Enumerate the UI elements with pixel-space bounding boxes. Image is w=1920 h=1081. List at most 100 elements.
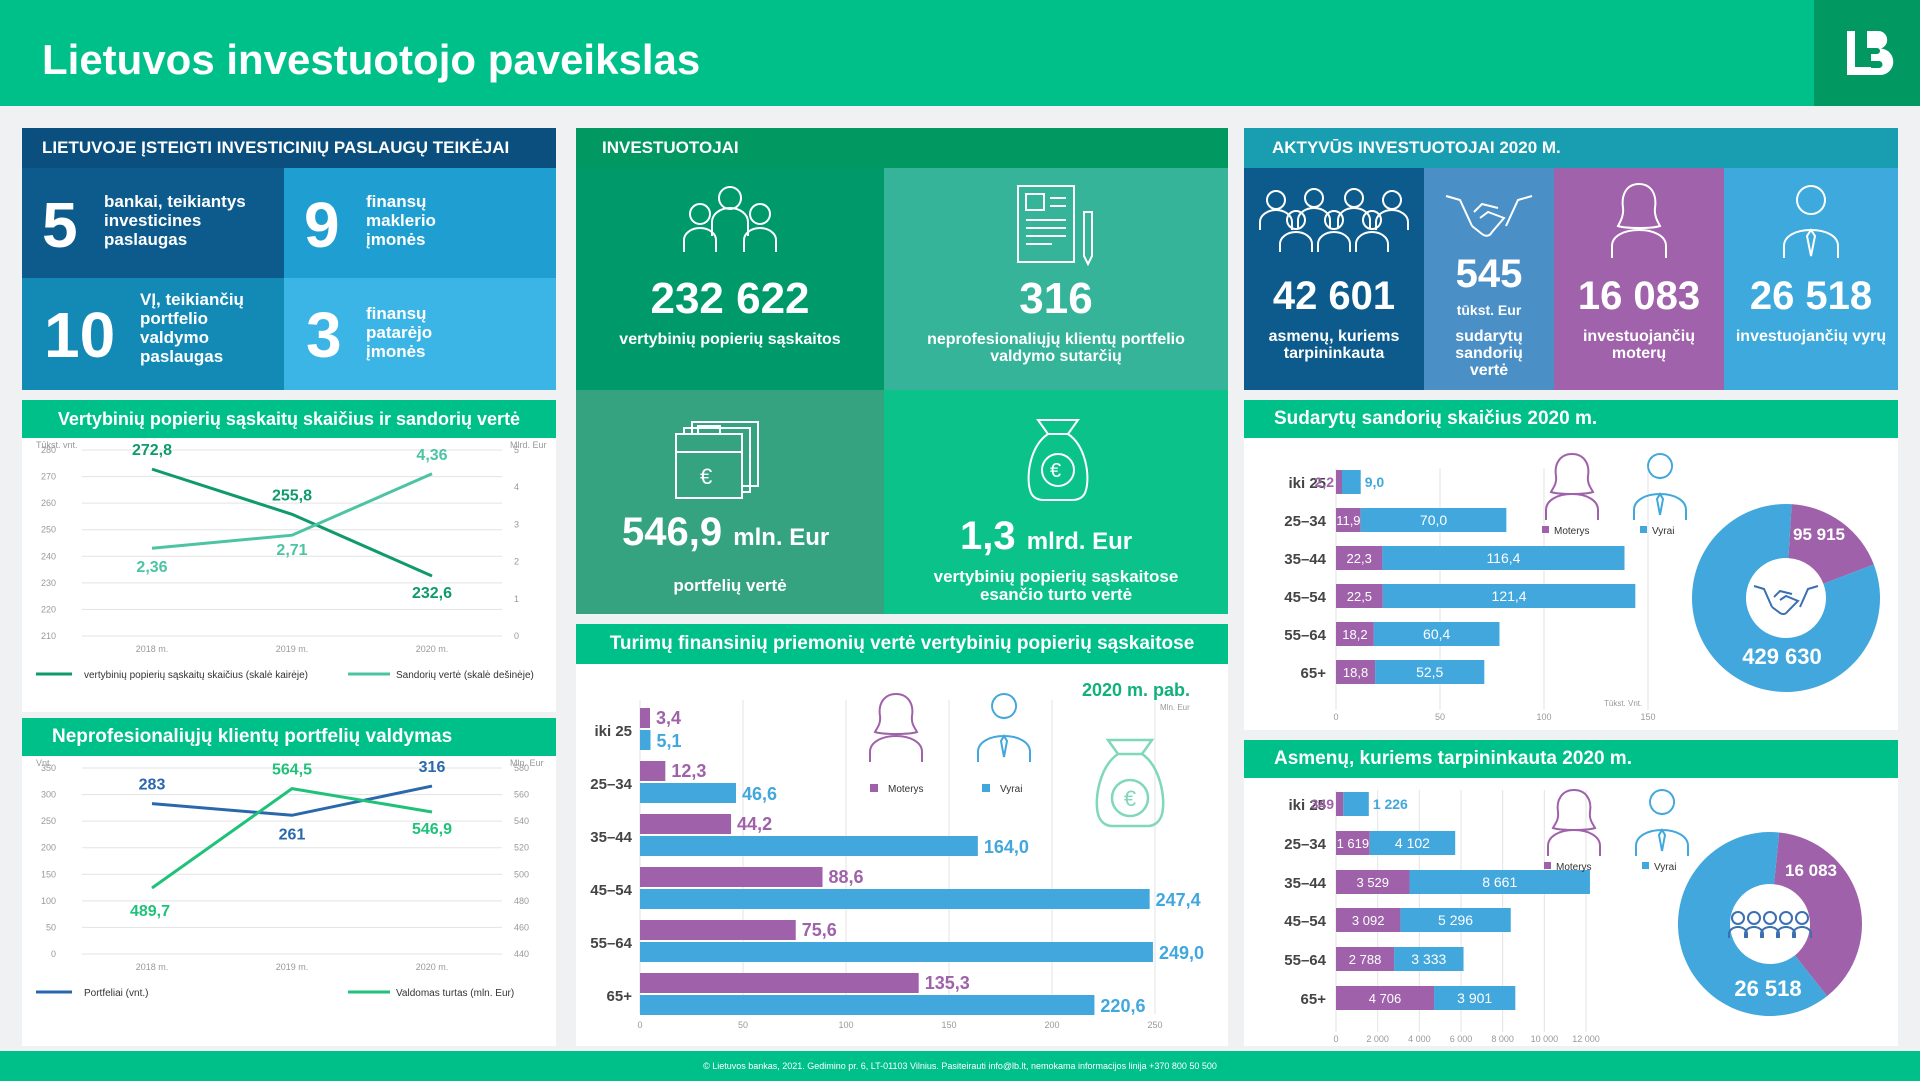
man-icon bbox=[977, 693, 1031, 762]
providers-header: LIETUVOJE ĮSTEIGTI INVESTICINIŲ PASLAUGŲ… bbox=[22, 128, 556, 168]
donut-label-women: 95 915 bbox=[1793, 525, 1845, 544]
data-label-men: 116,4 bbox=[1486, 550, 1520, 566]
data-label-women: 4 706 bbox=[1369, 991, 1402, 1006]
right-tick-label: 5 bbox=[514, 445, 519, 455]
left-tick-label: 280 bbox=[41, 445, 56, 455]
chart2-title: Neprofesionaliųjų klientų portfelių vald… bbox=[22, 718, 556, 756]
data-label-men: 121,4 bbox=[1492, 588, 1527, 604]
x-tick-label: 2019 m. bbox=[276, 644, 309, 654]
bar-men bbox=[1375, 660, 1485, 684]
legend-swatch-men bbox=[1640, 526, 1647, 533]
data-label-women: 18,8 bbox=[1343, 665, 1368, 680]
x-tick-label: 100 bbox=[1536, 712, 1551, 722]
bar-women bbox=[1336, 508, 1361, 532]
chart3-svg: 0 50 100 150 200 250 iki 25 3,4 5,1 25–34 12,3 46,6… bbox=[590, 680, 1204, 1030]
data-label: 2,36 bbox=[136, 559, 167, 576]
page-title: Lietuvos investuotojo paveikslas bbox=[42, 36, 701, 83]
legend-label-men: Vyrai bbox=[1652, 526, 1674, 537]
bar-men bbox=[640, 995, 1095, 1015]
legend-swatch-women bbox=[1544, 862, 1551, 869]
category-label: 45–54 bbox=[1284, 913, 1326, 930]
person-body bbox=[1744, 926, 1764, 938]
data-label: 316 bbox=[419, 759, 446, 776]
woman-icon bbox=[1545, 452, 1599, 520]
svg-text:€: € bbox=[700, 464, 712, 489]
lb-logo-icon bbox=[1814, 0, 1920, 106]
bar-men bbox=[1394, 947, 1464, 971]
data-label: 564,5 bbox=[272, 762, 312, 779]
x-tick-label: 8 000 bbox=[1491, 1034, 1514, 1044]
right-tick-label: 560 bbox=[514, 790, 529, 800]
data-label: 2,71 bbox=[276, 542, 307, 559]
category-label: 25–34 bbox=[1284, 836, 1326, 853]
data-label-women: 12,3 bbox=[671, 761, 706, 781]
right-tick-label: 500 bbox=[514, 869, 529, 879]
category-label: 45–54 bbox=[1284, 589, 1326, 606]
data-label-women: 3 529 bbox=[1356, 875, 1389, 890]
active-tile-deals: 545 tūkst. Eur sudarytų sandorių vertė bbox=[1424, 168, 1554, 390]
data-label-women: 349 bbox=[1311, 796, 1335, 812]
category-label: 25–34 bbox=[1284, 513, 1326, 530]
left-tick-label: 270 bbox=[41, 472, 56, 482]
data-label: 489,7 bbox=[130, 903, 170, 920]
series-line-2 bbox=[151, 472, 433, 550]
category-label: 65+ bbox=[1301, 991, 1327, 1008]
right-axis-unit: Mlrd. Eur bbox=[510, 440, 547, 450]
active-tile-women: 16 083 investuojančių moterų bbox=[1554, 168, 1724, 390]
x-tick-label: 100 bbox=[838, 1020, 853, 1030]
chart-unit: Tūkst. Vnt. bbox=[1604, 699, 1642, 708]
chart4-svg: 0 50 100 150 iki 252,2 9,0 25–34 11,9 70,0 35–44 2… bbox=[1284, 452, 1880, 722]
provider-brokers: 9 finansų maklerio įmonės bbox=[284, 168, 556, 278]
active-header: AKTYVŪS INVESTUOTOJAI 2020 M. bbox=[1244, 128, 1898, 168]
left-tick-label: 230 bbox=[41, 578, 56, 588]
donut-slice-men bbox=[1678, 832, 1828, 1016]
euro-circle bbox=[1110, 778, 1150, 818]
euro-sign: € bbox=[1124, 786, 1136, 811]
bar-women bbox=[1336, 470, 1342, 494]
legend-label-women: Moterys bbox=[1556, 862, 1592, 873]
right-tick-label: 440 bbox=[514, 949, 529, 959]
left-tick-label: 200 bbox=[41, 843, 56, 853]
active-tile-men: 26 518 investuojančių vyrų bbox=[1724, 168, 1898, 390]
x-tick-label: 2019 m. bbox=[276, 962, 309, 972]
chart1-title: Vertybinių popierių sąskaitų skaičius ir… bbox=[22, 400, 556, 438]
chart3-subtitle: 2020 m. pab. bbox=[1082, 680, 1190, 700]
legend-label-women: Moterys bbox=[1554, 526, 1590, 537]
category-label: iki 25 bbox=[594, 723, 632, 740]
bar-women bbox=[640, 973, 919, 993]
bar-women bbox=[1336, 947, 1395, 971]
category-label: 45–54 bbox=[590, 882, 632, 899]
person-body bbox=[1776, 926, 1796, 938]
x-tick-label: 12 000 bbox=[1572, 1034, 1600, 1044]
data-label: 261 bbox=[279, 826, 306, 843]
bar-women bbox=[1336, 792, 1344, 816]
left-tick-label: 300 bbox=[41, 790, 56, 800]
donut-label-men: 429 630 bbox=[1742, 644, 1822, 669]
left-tick-label: 220 bbox=[41, 604, 56, 614]
investors-tile-portfolio: € 546,9 mln. Eur portfelių vertė bbox=[576, 390, 884, 614]
data-label: 4,36 bbox=[416, 447, 447, 464]
chart3-title: Turimų finansinių priemonių vertė vertyb… bbox=[576, 624, 1228, 664]
handshake-icon bbox=[1753, 585, 1819, 616]
right-tick-label: 580 bbox=[514, 763, 529, 773]
right-tick-label: 4 bbox=[514, 482, 519, 492]
data-label-men: 220,6 bbox=[1100, 996, 1145, 1016]
data-label: 255,8 bbox=[272, 487, 312, 504]
bar-women bbox=[640, 761, 666, 781]
data-label-men: 46,6 bbox=[742, 784, 777, 804]
data-label: 283 bbox=[139, 777, 166, 794]
person-head bbox=[1779, 911, 1793, 925]
x-tick-label: 6 000 bbox=[1450, 1034, 1473, 1044]
legend-label-2: Sandorių vertė (skalė dešinėje) bbox=[396, 670, 534, 681]
x-tick-label: 2020 m. bbox=[416, 644, 449, 654]
bar-women bbox=[1336, 870, 1410, 894]
x-tick-label: 0 bbox=[637, 1020, 642, 1030]
category-label: 65+ bbox=[1301, 665, 1327, 682]
data-label-women: 22,3 bbox=[1347, 551, 1372, 566]
series-line-2 bbox=[151, 787, 433, 890]
x-tick-label: 0 bbox=[1333, 712, 1338, 722]
money-bag-icon: € bbox=[1027, 419, 1089, 501]
data-label-men: 247,4 bbox=[1156, 890, 1201, 910]
right-tick-label: 460 bbox=[514, 922, 529, 932]
